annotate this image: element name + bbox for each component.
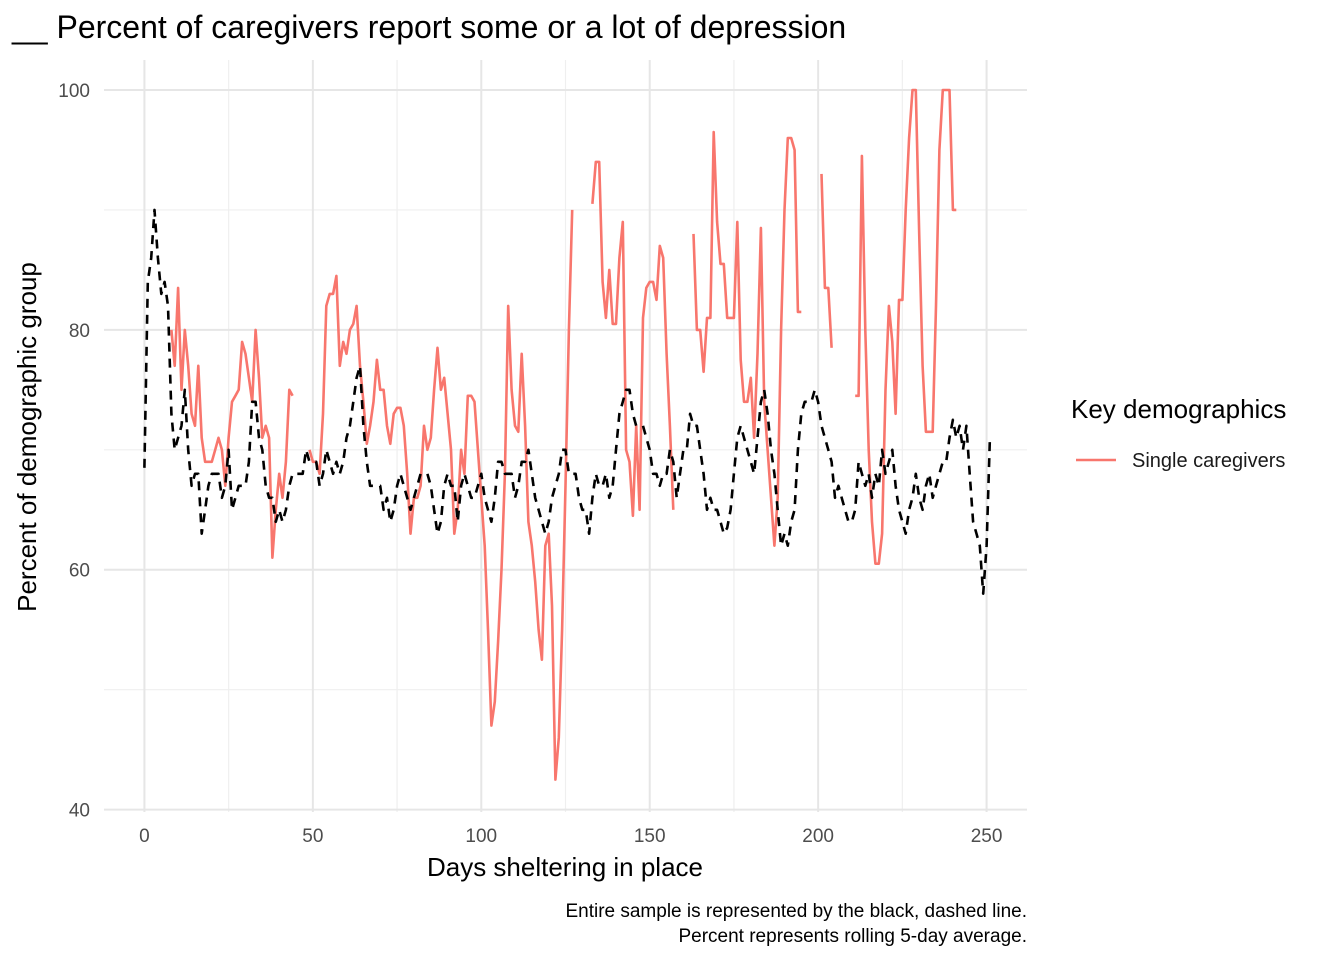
x-tick-label: 250 bbox=[971, 826, 1003, 847]
x-axis-ticks: 0 50 100 150 200 250 bbox=[139, 826, 1002, 847]
series-line-single-caregivers bbox=[170, 286, 294, 559]
x-tick-label: 50 bbox=[302, 826, 323, 847]
series-line-single-caregivers bbox=[591, 160, 675, 518]
series-line-single-caregivers bbox=[692, 130, 802, 547]
caption-line-1: Entire sample is represented by the blac… bbox=[565, 901, 1027, 922]
y-tick-label: 60 bbox=[69, 561, 90, 582]
series-entire-sample bbox=[143, 208, 992, 595]
caption-line-2: Percent represents rolling 5-day average… bbox=[678, 926, 1027, 947]
legend-title: Key demographics bbox=[1071, 394, 1286, 424]
y-axis-ticks: 40 60 80 100 bbox=[58, 81, 90, 822]
series-line-single-caregivers bbox=[820, 173, 833, 348]
series-single-caregivers bbox=[170, 88, 957, 781]
x-axis-title: Days sheltering in place bbox=[427, 852, 703, 882]
x-tick-label: 150 bbox=[634, 826, 666, 847]
legend: Key demographics Single caregivers bbox=[1071, 394, 1286, 472]
y-tick-label: 40 bbox=[69, 801, 90, 822]
y-tick-label: 100 bbox=[58, 81, 90, 102]
x-tick-label: 0 bbox=[139, 826, 150, 847]
x-tick-label: 200 bbox=[802, 826, 834, 847]
series-line-entire-sample bbox=[143, 208, 992, 595]
legend-label-single-caregivers: Single caregivers bbox=[1132, 450, 1285, 472]
y-tick-label: 80 bbox=[69, 321, 90, 342]
series-line-single-caregivers bbox=[855, 88, 957, 565]
series-layer bbox=[143, 88, 992, 781]
x-tick-label: 100 bbox=[465, 826, 497, 847]
chart-title: __ Percent of caregivers report some or … bbox=[11, 9, 846, 45]
major-gridlines bbox=[104, 60, 1027, 812]
y-axis-title: Percent of demographic group bbox=[12, 262, 42, 612]
series-line-single-caregivers bbox=[308, 209, 574, 781]
